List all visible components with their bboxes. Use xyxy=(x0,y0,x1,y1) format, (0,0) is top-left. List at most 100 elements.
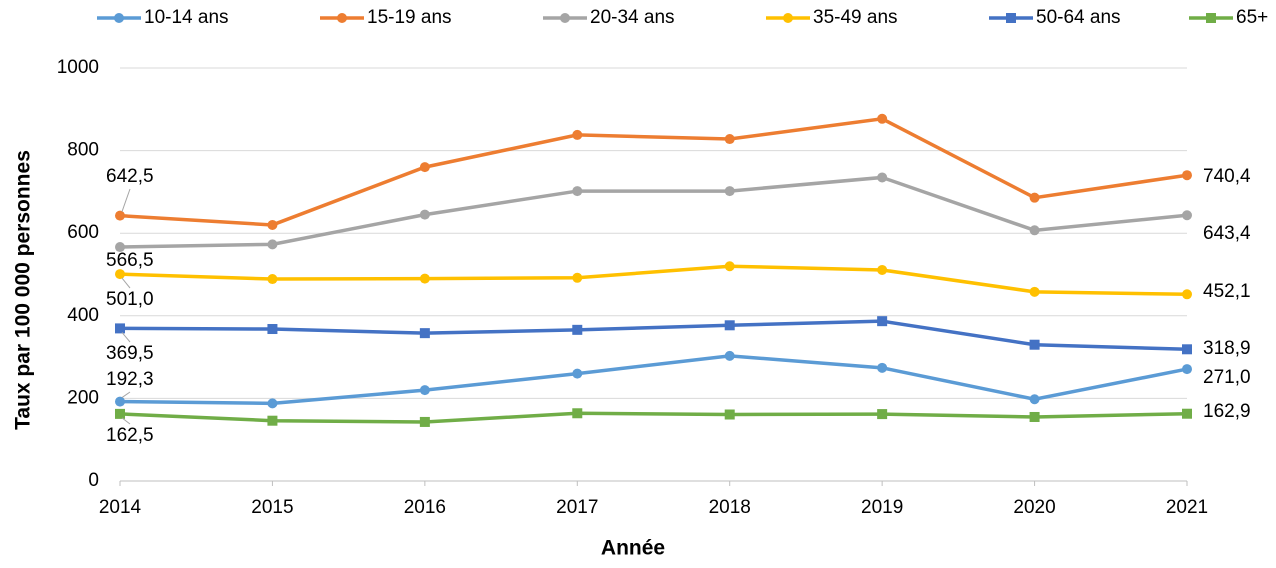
series-line xyxy=(119,116,1188,227)
marker xyxy=(724,186,735,197)
legend-marker xyxy=(560,13,570,23)
y-tick-label: 800 xyxy=(67,140,99,161)
marker xyxy=(877,113,888,124)
marker xyxy=(1029,192,1040,203)
marker xyxy=(419,162,430,173)
legend-label: 50-64 ans xyxy=(1036,7,1121,28)
marker xyxy=(115,269,125,280)
marker xyxy=(724,320,735,331)
x-tick-label: 2015 xyxy=(251,497,293,518)
marker xyxy=(877,264,888,275)
marker xyxy=(572,272,583,283)
marker xyxy=(115,242,125,253)
leader-line xyxy=(121,417,131,425)
leader-line xyxy=(121,188,131,212)
x-tick-label: 2014 xyxy=(99,497,142,518)
marker xyxy=(267,274,278,285)
marker xyxy=(572,186,583,197)
x-axis-title: Année xyxy=(601,537,665,560)
legend-label: 35-49 ans xyxy=(813,7,898,28)
data-label: 318,9 xyxy=(1203,338,1251,359)
data-label: 162,9 xyxy=(1203,401,1251,422)
marker xyxy=(1029,411,1040,422)
marker xyxy=(724,409,735,420)
marker xyxy=(1182,210,1192,221)
series-line xyxy=(119,354,1188,406)
legend-marker xyxy=(1006,13,1016,23)
marker xyxy=(1182,344,1192,355)
data-label: 501,0 xyxy=(106,289,154,310)
x-tick-label: 2016 xyxy=(404,497,446,518)
marker xyxy=(267,219,278,230)
legend-label: 10-14 ans xyxy=(144,7,229,28)
y-tick-label: 0 xyxy=(88,470,99,491)
x-tick-label: 2019 xyxy=(861,497,903,518)
x-tick-label: 2021 xyxy=(1166,497,1208,518)
marker xyxy=(419,416,430,427)
legend-marker xyxy=(114,13,124,23)
legend-marker xyxy=(783,13,793,23)
data-label: 566,5 xyxy=(106,250,154,271)
x-tick-label: 2020 xyxy=(1013,497,1055,518)
marker xyxy=(572,408,583,419)
data-label: 740,4 xyxy=(1203,166,1251,187)
x-tick-label: 2018 xyxy=(709,497,751,518)
marker xyxy=(267,239,278,250)
data-label: 162,5 xyxy=(106,425,154,446)
leader-line xyxy=(121,277,131,289)
marker xyxy=(1182,364,1192,375)
series-line xyxy=(119,411,1188,424)
marker xyxy=(724,134,735,145)
legend-label: 15-19 ans xyxy=(367,7,452,28)
marker xyxy=(572,129,583,140)
leader-line xyxy=(121,391,131,398)
marker xyxy=(724,350,735,361)
data-label: 369,5 xyxy=(106,343,154,364)
marker xyxy=(115,323,125,334)
data-label: 643,4 xyxy=(1203,223,1251,244)
data-label: 642,5 xyxy=(106,166,154,187)
marker xyxy=(419,273,430,284)
marker xyxy=(1029,286,1040,297)
marker xyxy=(419,385,430,396)
marker xyxy=(115,408,125,419)
y-tick-label: 1000 xyxy=(57,57,99,78)
marker xyxy=(1182,289,1192,300)
marker xyxy=(419,209,430,220)
legend-label: 65+ xyxy=(1236,7,1268,28)
series-line xyxy=(119,175,1188,249)
marker xyxy=(724,261,735,272)
marker xyxy=(1182,170,1192,181)
data-label: 192,3 xyxy=(106,369,154,390)
marker xyxy=(115,210,125,221)
marker xyxy=(877,316,888,327)
legend-label: 20-34 ans xyxy=(590,7,675,28)
marker xyxy=(115,396,125,407)
legend-marker xyxy=(1206,13,1216,23)
leader-line xyxy=(121,332,131,343)
legend-marker xyxy=(337,13,347,23)
marker xyxy=(877,409,888,420)
y-axis-title: Taux par 100 000 personnes xyxy=(12,150,35,430)
marker xyxy=(572,324,583,335)
data-label: 271,0 xyxy=(1203,367,1251,388)
x-tick-label: 2017 xyxy=(556,497,598,518)
y-tick-label: 200 xyxy=(67,387,99,408)
series-line xyxy=(119,319,1188,352)
data-label: 452,1 xyxy=(1203,281,1251,302)
marker xyxy=(267,324,278,335)
marker xyxy=(572,368,583,379)
marker xyxy=(267,415,278,426)
marker xyxy=(419,328,430,339)
marker xyxy=(1182,408,1192,419)
marker xyxy=(1029,394,1040,405)
marker xyxy=(1029,339,1040,350)
marker xyxy=(267,398,278,409)
y-tick-label: 400 xyxy=(67,305,99,326)
series-line xyxy=(119,264,1188,297)
y-tick-label: 600 xyxy=(67,222,99,243)
marker xyxy=(1029,225,1040,236)
marker xyxy=(877,362,888,373)
marker xyxy=(877,172,888,183)
